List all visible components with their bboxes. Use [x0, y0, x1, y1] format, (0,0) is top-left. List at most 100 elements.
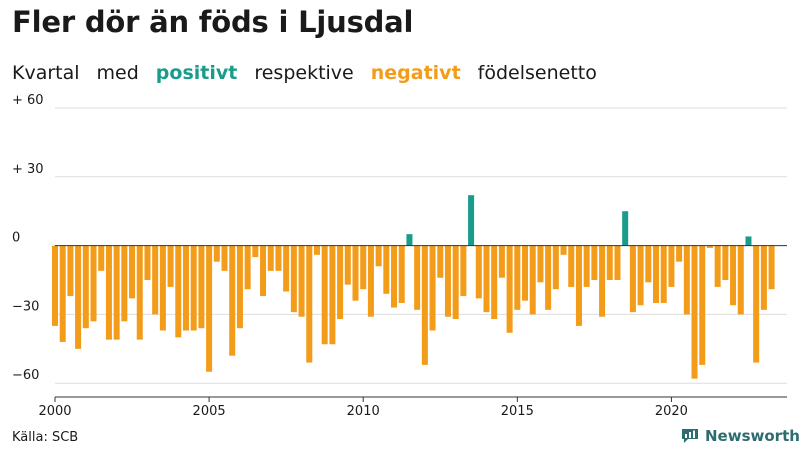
- bar: [545, 245, 552, 310]
- bar: [429, 245, 436, 331]
- gridlines: [55, 107, 787, 384]
- bar: [144, 245, 151, 281]
- bar: [653, 245, 660, 303]
- bar: [599, 245, 606, 317]
- subtitle-word-fodelsenetto: födelsenetto: [477, 62, 597, 84]
- bar: [152, 245, 159, 315]
- bar: [298, 245, 305, 317]
- bar: [51, 245, 58, 326]
- y-tick-label: −30: [12, 299, 39, 314]
- bar: [645, 245, 652, 283]
- bar: [129, 245, 136, 299]
- bar: [260, 245, 267, 297]
- y-tick-label: + 60: [12, 93, 44, 108]
- bar: [337, 245, 344, 320]
- bar: [506, 245, 513, 333]
- bar: [714, 245, 721, 287]
- bar: [691, 245, 698, 379]
- bar: [437, 245, 444, 278]
- bar: [198, 245, 205, 329]
- bar: [444, 245, 451, 317]
- x-tick-label: 2015: [501, 404, 534, 419]
- bar: [290, 245, 297, 313]
- bar: [491, 245, 498, 320]
- bar: [375, 245, 382, 267]
- bar: [560, 245, 567, 255]
- bar: [190, 245, 197, 331]
- bar: [244, 245, 251, 290]
- subtitle-word-respektive: respektive: [254, 62, 354, 84]
- y-tick-label: −60: [12, 368, 39, 383]
- bar: [221, 245, 228, 271]
- bar: [75, 245, 82, 349]
- bar: [383, 245, 390, 294]
- bar: [360, 245, 367, 290]
- x-tick-label: 2000: [38, 404, 71, 419]
- source-label: Källa: SCB: [12, 430, 79, 445]
- bar: [352, 245, 359, 301]
- bar: [90, 245, 97, 322]
- bar: [82, 245, 89, 329]
- y-tick-label: 0: [12, 231, 20, 246]
- bar: [313, 245, 320, 255]
- bar: [167, 245, 174, 287]
- bars: [51, 195, 775, 379]
- bar: [236, 245, 243, 329]
- bar: [706, 245, 713, 248]
- bar: [460, 245, 467, 297]
- bar: [421, 245, 428, 365]
- brand-logo: Newsworthy: [680, 427, 800, 445]
- x-tick-label: 2020: [655, 404, 688, 419]
- bar: [452, 245, 459, 320]
- x-tick-label: 2010: [347, 404, 380, 419]
- chart-title: Fler dör än föds i Ljusdal: [12, 5, 414, 39]
- bar: [98, 245, 105, 271]
- bar: [614, 245, 621, 281]
- bar: [252, 245, 259, 258]
- x-axis-labels: 2000 2005 2010 2015 2020: [38, 397, 688, 419]
- bar: [753, 245, 760, 363]
- bar: [283, 245, 290, 292]
- bar: [683, 245, 690, 315]
- bar: [498, 245, 505, 278]
- subtitle-word-kvartal: Kvartal: [12, 62, 80, 84]
- bar: [306, 245, 313, 363]
- bar: [583, 245, 590, 287]
- bar: [722, 245, 729, 281]
- bar: [730, 245, 737, 306]
- subtitle-negative-word: negativt: [370, 62, 461, 84]
- bar: [629, 245, 636, 313]
- bar: [121, 245, 128, 322]
- bar: [737, 245, 744, 315]
- bar: [175, 245, 182, 338]
- bar: [398, 245, 405, 303]
- subtitle-positive-word: positivt: [155, 62, 238, 84]
- bar: [606, 245, 613, 281]
- bar: [575, 245, 582, 326]
- bar: [475, 245, 482, 299]
- bar: [229, 245, 236, 356]
- bar: [668, 245, 675, 287]
- bar: [745, 236, 752, 246]
- y-axis-labels: + 60 + 30 0 −30 −60: [12, 93, 44, 383]
- x-tick-label: 2005: [193, 404, 226, 419]
- bar: [676, 245, 683, 262]
- bar: [483, 245, 490, 313]
- bar: [159, 245, 166, 331]
- bar: [522, 245, 529, 301]
- bar: [213, 245, 220, 262]
- bar: [568, 245, 575, 287]
- bar: [67, 245, 74, 297]
- bar: [406, 234, 413, 246]
- bar: [622, 211, 629, 246]
- bar: [321, 245, 328, 345]
- bar: [529, 245, 536, 315]
- bar: [637, 245, 644, 306]
- bar: [329, 245, 336, 345]
- y-tick-label: + 30: [12, 162, 44, 177]
- chart-subtitle: Kvartal med positivt respektive negativt föde…: [12, 62, 614, 84]
- bar: [59, 245, 66, 342]
- bar: [552, 245, 559, 290]
- subtitle-word-med: med: [96, 62, 139, 84]
